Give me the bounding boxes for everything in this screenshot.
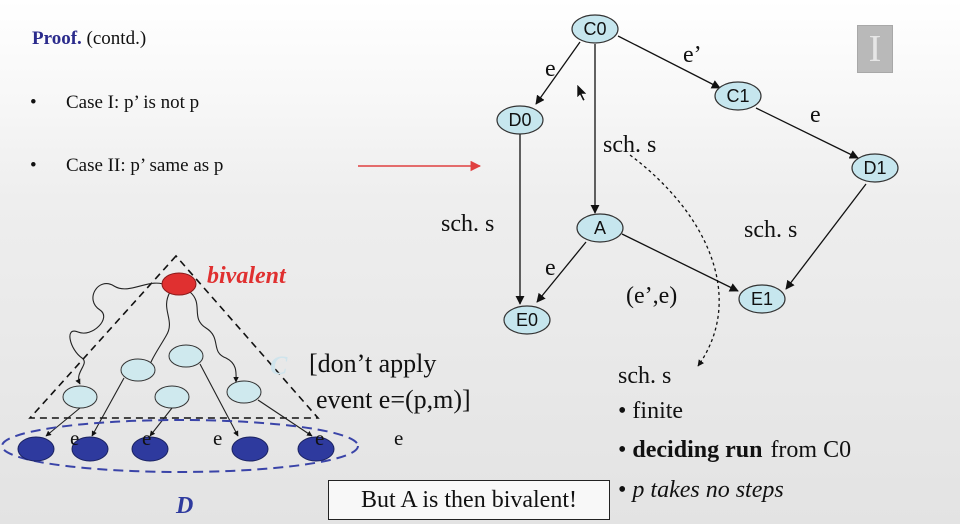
node-e1-label: E1 — [751, 289, 773, 309]
bullet-dot: • — [30, 92, 37, 113]
label-c0-c1: e’ — [683, 42, 702, 68]
corner-logo-glyph: I — [868, 28, 882, 70]
edge-a-e1 — [621, 233, 739, 292]
e-label: e — [70, 426, 79, 450]
case-2-text: Case II: p’ same as p — [66, 155, 224, 176]
edge-c0-d0 — [535, 41, 581, 105]
sch-s-title: sch. s — [618, 363, 671, 389]
node-d1 — [851, 153, 899, 183]
bullet-dot: • — [30, 155, 37, 176]
callout-text: But A is then bivalent! — [361, 487, 577, 513]
e-arrow-3 — [149, 407, 173, 437]
corner-logo-icon: I — [857, 25, 893, 73]
sch-item-2-rest: from C0 — [770, 437, 851, 463]
node-e0-label: E0 — [516, 310, 538, 330]
config-node — [168, 344, 204, 368]
node-e0 — [503, 305, 551, 335]
label-d0-e0: sch. s — [441, 211, 494, 237]
note-line-1: [don’t apply — [309, 349, 436, 378]
wavy-run-3 — [189, 291, 239, 383]
config-node — [226, 380, 262, 404]
wavy-run-1 — [69, 282, 169, 385]
e-arrow-5 — [257, 399, 313, 437]
decided-node — [231, 436, 269, 462]
config-node — [62, 385, 98, 409]
sch-item-2: • deciding run from C0 — [618, 437, 851, 463]
note-line-2: event e=(p,m)] — [316, 385, 471, 414]
proof-contd: (contd.) — [86, 28, 147, 49]
dotted-path-sch-s — [629, 154, 720, 367]
node-c1-label: C1 — [726, 86, 749, 106]
edge-a-e0 — [536, 241, 587, 303]
node-d0-label: D0 — [508, 110, 531, 130]
config-node — [154, 385, 190, 409]
bivalent-node — [161, 272, 197, 296]
label-c0-a: sch. s — [603, 132, 656, 158]
mouse-cursor-icon — [576, 83, 588, 102]
sch-item-3-text: p takes no steps — [630, 477, 783, 503]
node-d1-label: D1 — [863, 158, 886, 178]
label-c1-d1: e — [810, 102, 821, 128]
decided-node — [131, 436, 169, 462]
bivalent-label: bivalent — [207, 263, 287, 289]
label-d1-e1: sch. s — [744, 217, 797, 243]
sch-item-2-bold: deciding run — [632, 437, 762, 463]
e-arrow-4 — [199, 363, 239, 437]
e-label: e — [142, 426, 151, 450]
node-e1 — [738, 284, 786, 314]
e-label: e — [213, 426, 222, 450]
label-a-e0: e — [545, 255, 556, 281]
node-a-label: A — [594, 218, 606, 238]
callout-box: But A is then bivalent! — [328, 480, 610, 520]
e-label: e — [315, 426, 324, 450]
node-c1 — [714, 81, 762, 111]
label-c0-d0: e — [545, 56, 556, 82]
sch-item-3: • p takes no steps — [618, 477, 784, 503]
d-region — [1, 419, 359, 473]
node-a — [576, 213, 624, 243]
edge-d1-e1 — [785, 183, 867, 290]
case-1-text: Case I: p’ is not p — [66, 92, 200, 113]
decided-node — [297, 436, 335, 462]
case-1-bullet: • Case I: p’ is not p — [30, 92, 199, 114]
node-c0-label: C0 — [583, 19, 606, 39]
decided-node — [17, 436, 55, 462]
edge-c0-c1 — [617, 35, 721, 89]
sch-item-1: • finite — [618, 398, 683, 424]
sch-item-1-text: finite — [632, 398, 683, 424]
case-2-bullet: • Case II: p’ same as p — [30, 155, 223, 177]
d-label: D — [175, 493, 193, 519]
edge-c1-d1 — [755, 107, 859, 159]
e-arrow-2 — [91, 377, 125, 437]
bivalence-triangle — [28, 254, 320, 419]
e-label: e — [394, 426, 403, 450]
label-a-e1: (e’,e) — [626, 283, 677, 309]
c-label: C — [270, 351, 288, 380]
node-c0 — [571, 14, 619, 44]
bullet-dot: • — [618, 477, 626, 503]
bullet-dot: • — [618, 398, 626, 424]
proof-bold: Proof. — [32, 28, 82, 49]
config-node — [120, 358, 156, 382]
proof-title: Proof. (contd.) — [32, 28, 146, 50]
node-d0 — [496, 105, 544, 135]
bullet-dot: • — [618, 437, 626, 463]
e-arrow-1 — [45, 407, 81, 437]
decided-node — [71, 436, 109, 462]
